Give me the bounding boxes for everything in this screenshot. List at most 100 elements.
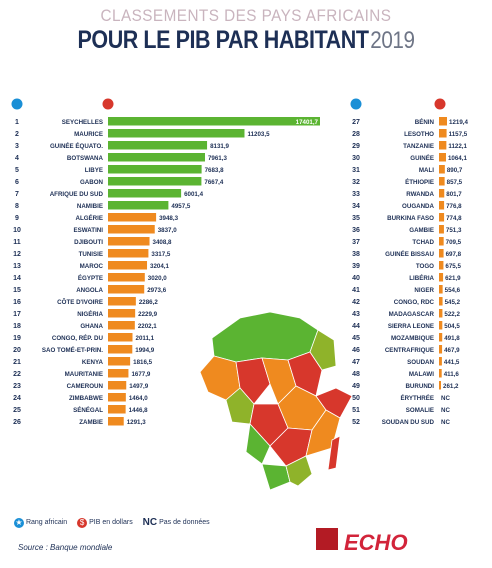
bar <box>108 261 148 270</box>
rank-label: 9 <box>15 215 19 222</box>
country-label: DJIBOUTI <box>74 239 103 246</box>
country-label: SOMALIE <box>406 407 434 414</box>
rank-label: 45 <box>352 335 360 342</box>
rank-label: 8 <box>15 203 19 210</box>
bar <box>108 177 202 186</box>
bar <box>108 273 145 282</box>
rank-label: 27 <box>352 119 360 126</box>
country-label: GABON <box>80 179 104 186</box>
value-label: 3204,1 <box>150 263 169 270</box>
bar <box>439 117 447 126</box>
value-label: 774,8 <box>446 215 462 222</box>
value-label: 504,5 <box>444 323 460 330</box>
country-label: CAMEROUN <box>67 383 104 390</box>
country-label: MADAGASCAR <box>389 311 435 318</box>
rank-label: 50 <box>352 395 360 402</box>
value-label: 2229,9 <box>138 311 157 318</box>
country-label: MOZAMBIQUE <box>391 335 434 342</box>
value-label: 1064,1 <box>448 155 467 162</box>
bar <box>108 321 135 330</box>
country-label: OUGANDA <box>402 203 434 210</box>
country-label: NIGÉRIA <box>77 310 103 318</box>
country-label: GHANA <box>80 323 103 330</box>
rank-label: 4 <box>15 155 19 162</box>
bar <box>108 249 149 258</box>
value-label: NC <box>441 407 450 414</box>
rank-label: 16 <box>13 299 21 306</box>
bar <box>108 417 124 426</box>
value-label: 1446,8 <box>129 407 148 414</box>
rank-header-icon-right <box>350 98 362 110</box>
country-label: CONGO, RÉP. DU <box>52 334 104 342</box>
bar <box>108 285 145 294</box>
value-label: 7667,4 <box>204 179 223 186</box>
rank-label: 12 <box>13 251 21 258</box>
country-label: GUINÉE BISSAU <box>385 250 434 258</box>
rank-label: 46 <box>352 347 360 354</box>
chart-subtitle: CLASSEMENTS DES PAYS AFRICAINS <box>100 6 392 25</box>
value-label: 3408,8 <box>153 239 172 246</box>
country-label: ZIMBABWE <box>69 395 103 402</box>
value-label: 554,6 <box>445 287 461 294</box>
country-label: BURKINA FASO <box>387 215 434 222</box>
value-label: 709,5 <box>446 239 462 246</box>
value-label: 3837,0 <box>158 227 177 234</box>
bar <box>439 177 445 186</box>
bar <box>439 285 443 294</box>
rank-label: 35 <box>352 215 360 222</box>
bar <box>439 213 445 222</box>
legend-nc-symbol: NC <box>142 517 158 528</box>
bar <box>108 117 320 126</box>
africa-map <box>199 311 353 491</box>
rank-label: 39 <box>352 263 360 270</box>
rank-label: 31 <box>352 167 360 174</box>
value-label: 3317,5 <box>151 251 170 258</box>
value-label: 1291,3 <box>127 419 146 426</box>
value-label: 1122,1 <box>448 143 467 150</box>
bar <box>439 189 445 198</box>
partner-logo <box>316 528 338 550</box>
rank-label: 37 <box>352 239 360 246</box>
value-label: 4957,5 <box>171 203 190 210</box>
bar <box>439 273 444 282</box>
rank-label: 24 <box>13 395 21 402</box>
echo-logo: ECHO <box>344 530 408 555</box>
map-region <box>235 357 271 405</box>
value-label: 7961,3 <box>208 155 227 162</box>
country-label: CÔTE D'IVOIRE <box>57 298 103 306</box>
value-label: 467,9 <box>444 347 460 354</box>
legend-nc-label: Pas de données <box>159 519 210 526</box>
rank-header-icon-left <box>11 98 23 110</box>
country-label: ZAMBIE <box>79 419 103 426</box>
value-label: 1157,5 <box>449 131 468 138</box>
legend-pib-icon: $ <box>77 517 88 528</box>
bar <box>439 357 442 366</box>
country-label: SEYCHELLES <box>62 119 103 126</box>
bar <box>439 165 445 174</box>
rank-label: 5 <box>15 167 19 174</box>
country-label: CONGO, RDC <box>394 299 435 306</box>
bar <box>108 189 182 198</box>
value-label: 11203,5 <box>247 131 270 138</box>
value-label: 261,2 <box>443 383 459 390</box>
rank-label: 14 <box>13 275 21 282</box>
rank-label: 26 <box>13 419 21 426</box>
source-note: Source : Banque mondiale <box>18 543 113 552</box>
country-label: ALGÉRIE <box>75 214 103 222</box>
bar <box>108 225 155 234</box>
rank-label: 34 <box>352 203 360 210</box>
bar <box>108 201 169 210</box>
bar <box>108 381 127 390</box>
bar <box>439 381 441 390</box>
bar <box>108 297 136 306</box>
country-label: GUINÉE ÉQUATO. <box>50 142 103 150</box>
country-label: NIGER <box>414 287 434 294</box>
value-label: 801,7 <box>446 191 462 198</box>
legend-rank-icon: ★ <box>14 517 24 528</box>
country-label: AFRIQUE DU SUD <box>50 191 104 198</box>
bar <box>108 141 208 150</box>
rank-label: 29 <box>352 143 360 150</box>
bar <box>439 297 443 306</box>
value-label: 2011,1 <box>136 335 155 342</box>
